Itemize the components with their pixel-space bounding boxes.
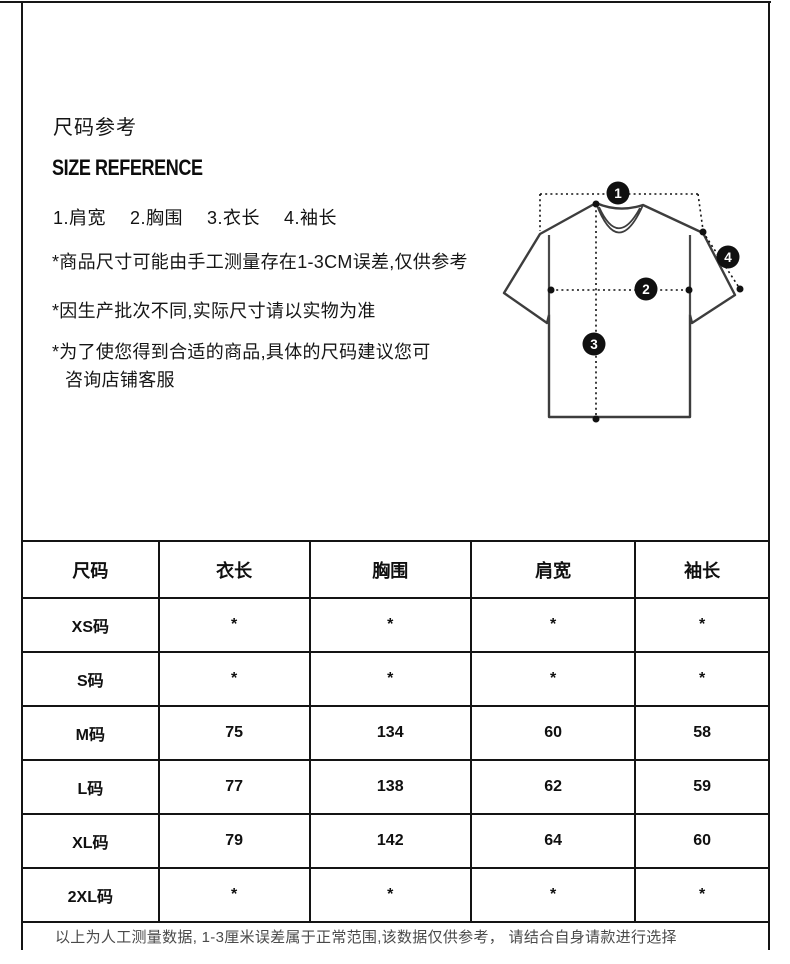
cell-value: * bbox=[469, 651, 637, 707]
measure-legend: 1.肩宽 2.胸围 3.衣长 4.袖长 bbox=[53, 208, 338, 228]
tshirt-measure-diagram: 1 2 3 4 bbox=[502, 181, 744, 423]
cell-value: * bbox=[634, 651, 770, 707]
page-title: 尺码参考 bbox=[53, 117, 137, 139]
cell-size: L码 bbox=[21, 759, 160, 815]
cell-value: * bbox=[634, 597, 770, 653]
badge-2-label: 2 bbox=[642, 282, 650, 297]
badge-2-chest bbox=[634, 277, 658, 301]
cell-size: XS码 bbox=[21, 597, 160, 653]
badge-3-length bbox=[582, 332, 606, 356]
badge-1-shoulder bbox=[606, 181, 630, 205]
table-footnote-row: 以上为人工测量数据, 1-3厘米误差属于正常范围,该数据仅供参考， 请结合自身请… bbox=[21, 921, 770, 950]
note-advice-line2: 咨询店铺客服 bbox=[65, 370, 175, 390]
cell-value: * bbox=[308, 651, 472, 707]
table-row-xl: XL码 79 142 64 60 bbox=[21, 813, 770, 869]
note-batch: *因生产批次不同,实际尺寸请以实物为准 bbox=[52, 301, 376, 321]
cell-size: 2XL码 bbox=[21, 867, 160, 923]
cell-value: 134 bbox=[308, 705, 472, 761]
badge-4-sleeve bbox=[716, 245, 740, 269]
badge-3-label: 3 bbox=[590, 337, 598, 352]
col-header-shoulder: 肩宽 bbox=[469, 540, 637, 599]
table-row-s: S码 * * * * bbox=[21, 651, 770, 707]
cell-size: S码 bbox=[21, 651, 160, 707]
col-header-size: 尺码 bbox=[21, 540, 160, 599]
cell-value: 60 bbox=[634, 813, 770, 869]
cell-value: * bbox=[157, 651, 311, 707]
col-header-length: 衣长 bbox=[157, 540, 311, 599]
cell-value: * bbox=[157, 597, 311, 653]
size-table: 尺码 衣长 胸围 肩宽 袖长 XS码 * * * * S码 * * * * bbox=[21, 540, 770, 950]
tshirt-side-seams bbox=[547, 235, 692, 315]
note-advice-line1: *为了使您得到合适的商品,具体的尺码建议您可 bbox=[52, 342, 431, 362]
measure-line-sleeve bbox=[702, 231, 741, 290]
tshirt-outline bbox=[502, 201, 737, 419]
cell-value: 62 bbox=[469, 759, 637, 815]
cell-size: M码 bbox=[21, 705, 160, 761]
measure-anchor-dots bbox=[547, 200, 744, 423]
cell-size: XL码 bbox=[21, 813, 160, 869]
badge-4-label: 4 bbox=[724, 250, 732, 265]
badge-1-label: 1 bbox=[614, 186, 622, 201]
table-row-l: L码 77 138 62 59 bbox=[21, 759, 770, 815]
frame-left-border bbox=[21, 2, 23, 540]
cell-value: 138 bbox=[308, 759, 472, 815]
size-table-header-row: 尺码 衣长 胸围 肩宽 袖长 bbox=[21, 540, 770, 599]
cell-value: * bbox=[308, 867, 472, 923]
cell-value: * bbox=[469, 597, 637, 653]
page-subtitle: SIZE REFERENCE bbox=[52, 155, 203, 180]
table-row-xs: XS码 * * * * bbox=[21, 597, 770, 653]
cell-value: * bbox=[308, 597, 472, 653]
cell-value: 142 bbox=[308, 813, 472, 869]
frame-right-border bbox=[768, 2, 770, 540]
cell-value: 58 bbox=[634, 705, 770, 761]
col-header-chest: 胸围 bbox=[308, 540, 472, 599]
cell-value: * bbox=[634, 867, 770, 923]
cell-value: * bbox=[469, 867, 637, 923]
cell-value: 64 bbox=[469, 813, 637, 869]
cell-value: 77 bbox=[157, 759, 311, 815]
tshirt-collar bbox=[595, 202, 644, 234]
table-row-m: M码 75 134 60 58 bbox=[21, 705, 770, 761]
note-manual-measure: *商品尺寸可能由手工测量存在1-3CM误差,仅供参考 bbox=[52, 252, 468, 272]
cell-value: 59 bbox=[634, 759, 770, 815]
cell-value: 79 bbox=[157, 813, 311, 869]
table-footnote: 以上为人工测量数据, 1-3厘米误差属于正常范围,该数据仅供参考， 请结合自身请… bbox=[21, 921, 770, 950]
cell-value: 75 bbox=[157, 705, 311, 761]
frame-top-rule bbox=[0, 1, 771, 3]
col-header-sleeve: 袖长 bbox=[634, 540, 770, 599]
cell-value: 60 bbox=[469, 705, 637, 761]
table-row-2xl: 2XL码 * * * * bbox=[21, 867, 770, 923]
cell-value: * bbox=[157, 867, 311, 923]
